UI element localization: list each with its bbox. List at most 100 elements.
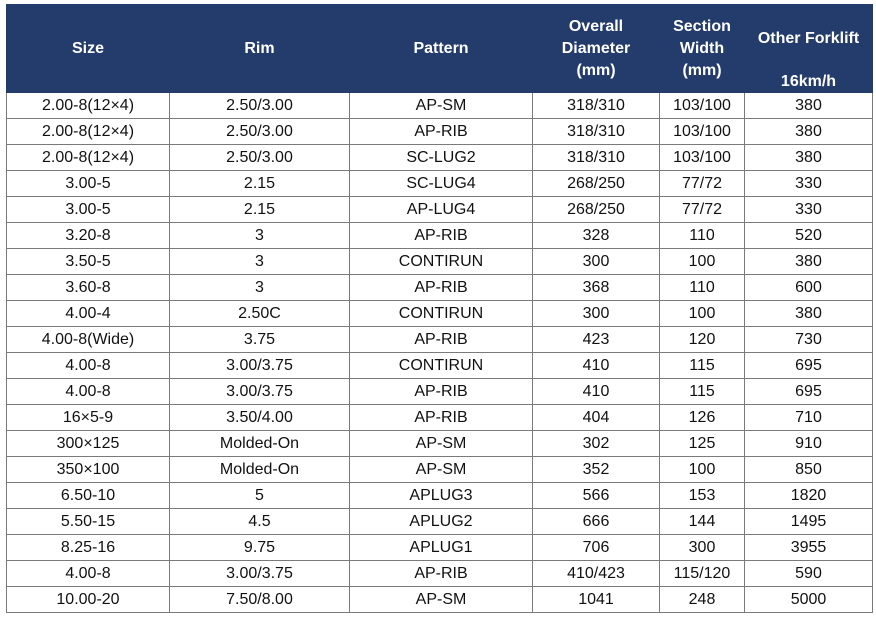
cell-pattern: AP-RIB bbox=[349, 222, 533, 249]
header-other-forklift: Other Forklift 16km/h bbox=[744, 4, 873, 93]
cell-section-width: 248 bbox=[659, 586, 745, 613]
cell-pattern: AP-RIB bbox=[349, 326, 533, 353]
cell-pattern: APLUG3 bbox=[349, 482, 533, 509]
cell-load-16kmh: 330 bbox=[744, 196, 873, 223]
table-row: 2.00-8(12×4) 2.50/3.00 SC-LUG2 318/310 103/1… bbox=[6, 144, 873, 171]
table-row: 3.20-8 3 AP-RIB 328 110 520 bbox=[6, 222, 873, 249]
cell-size: 2.00-8(12×4) bbox=[6, 92, 170, 119]
table-row: 350×100 Molded-On AP-SM 352 100 850 bbox=[6, 456, 873, 483]
cell-overall-diameter: 1041 bbox=[532, 586, 660, 613]
table-row: 300×125 Molded-On AP-SM 302 125 910 bbox=[6, 430, 873, 457]
table-row: 3.50-5 3 CONTIRUN 300 100 380 bbox=[6, 248, 873, 275]
cell-pattern: AP-SM bbox=[349, 586, 533, 613]
table-row: 2.00-8(12×4) 2.50/3.00 AP-SM 318/310 103/100… bbox=[6, 92, 873, 119]
cell-load-16kmh: 3955 bbox=[744, 534, 873, 561]
table-row: 16×5-9 3.50/4.00 AP-RIB 404 126 710 bbox=[6, 404, 873, 431]
cell-overall-diameter: 410 bbox=[532, 352, 660, 379]
cell-rim: 3.00/3.75 bbox=[169, 378, 350, 405]
cell-size: 6.50-10 bbox=[6, 482, 170, 509]
cell-rim: Molded-On bbox=[169, 430, 350, 457]
table-row: 3.00-5 2.15 SC-LUG4 268/250 77/72 330 bbox=[6, 170, 873, 197]
cell-size: 4.00-8 bbox=[6, 352, 170, 379]
cell-overall-diameter: 300 bbox=[532, 300, 660, 327]
cell-size: 10.00-20 bbox=[6, 586, 170, 613]
cell-section-width: 110 bbox=[659, 222, 745, 249]
cell-load-16kmh: 380 bbox=[744, 118, 873, 145]
cell-section-width: 103/100 bbox=[659, 118, 745, 145]
cell-size: 5.50-15 bbox=[6, 508, 170, 535]
cell-load-16kmh: 695 bbox=[744, 352, 873, 379]
table-row: 8.25-16 9.75 APLUG1 706 300 3955 bbox=[6, 534, 873, 561]
cell-rim: 9.75 bbox=[169, 534, 350, 561]
cell-overall-diameter: 318/310 bbox=[532, 92, 660, 119]
cell-overall-diameter: 410/423 bbox=[532, 560, 660, 587]
cell-load-16kmh: 1820 bbox=[744, 482, 873, 509]
cell-pattern: AP-RIB bbox=[349, 378, 533, 405]
cell-load-16kmh: 910 bbox=[744, 430, 873, 457]
cell-rim: 3 bbox=[169, 274, 350, 301]
cell-overall-diameter: 268/250 bbox=[532, 170, 660, 197]
cell-overall-diameter: 706 bbox=[532, 534, 660, 561]
table-row: 10.00-20 7.50/8.00 AP-SM 1041 248 5000 bbox=[6, 586, 873, 613]
cell-overall-diameter: 423 bbox=[532, 326, 660, 353]
cell-overall-diameter: 410 bbox=[532, 378, 660, 405]
cell-size: 4.00-8 bbox=[6, 560, 170, 587]
cell-pattern: AP-LUG4 bbox=[349, 196, 533, 223]
cell-section-width: 77/72 bbox=[659, 196, 745, 223]
cell-pattern: AP-RIB bbox=[349, 560, 533, 587]
cell-load-16kmh: 600 bbox=[744, 274, 873, 301]
cell-load-16kmh: 730 bbox=[744, 326, 873, 353]
cell-pattern: APLUG1 bbox=[349, 534, 533, 561]
cell-size: 350×100 bbox=[6, 456, 170, 483]
cell-rim: Molded-On bbox=[169, 456, 350, 483]
cell-section-width: 300 bbox=[659, 534, 745, 561]
table-row: 2.00-8(12×4) 2.50/3.00 AP-RIB 318/310 103/10… bbox=[6, 118, 873, 145]
table-row: 4.00-8 3.00/3.75 AP-RIB 410/423 115/120 590 bbox=[6, 560, 873, 587]
cell-overall-diameter: 318/310 bbox=[532, 118, 660, 145]
cell-load-16kmh: 330 bbox=[744, 170, 873, 197]
cell-rim: 3.00/3.75 bbox=[169, 352, 350, 379]
cell-rim: 2.50/3.00 bbox=[169, 118, 350, 145]
cell-section-width: 126 bbox=[659, 404, 745, 431]
cell-size: 8.25-16 bbox=[6, 534, 170, 561]
cell-pattern: CONTIRUN bbox=[349, 352, 533, 379]
header-row: Size Rim Pattern Overall Diameter (mm) S… bbox=[6, 4, 873, 93]
cell-overall-diameter: 328 bbox=[532, 222, 660, 249]
cell-load-16kmh: 695 bbox=[744, 378, 873, 405]
cell-rim: 2.50/3.00 bbox=[169, 92, 350, 119]
header-rim: Rim bbox=[169, 4, 350, 93]
table-row: 3.00-5 2.15 AP-LUG4 268/250 77/72 330 bbox=[6, 196, 873, 223]
cell-section-width: 77/72 bbox=[659, 170, 745, 197]
cell-rim: 2.50C bbox=[169, 300, 350, 327]
cell-section-width: 100 bbox=[659, 248, 745, 275]
cell-rim: 7.50/8.00 bbox=[169, 586, 350, 613]
header-pattern: Pattern bbox=[349, 4, 533, 93]
cell-overall-diameter: 352 bbox=[532, 456, 660, 483]
cell-overall-diameter: 300 bbox=[532, 248, 660, 275]
cell-load-16kmh: 590 bbox=[744, 560, 873, 587]
cell-pattern: AP-RIB bbox=[349, 118, 533, 145]
cell-section-width: 115 bbox=[659, 352, 745, 379]
cell-section-width: 115/120 bbox=[659, 560, 745, 587]
cell-load-16kmh: 850 bbox=[744, 456, 873, 483]
cell-pattern: CONTIRUN bbox=[349, 300, 533, 327]
cell-section-width: 110 bbox=[659, 274, 745, 301]
cell-section-width: 153 bbox=[659, 482, 745, 509]
cell-pattern: AP-SM bbox=[349, 456, 533, 483]
cell-overall-diameter: 566 bbox=[532, 482, 660, 509]
cell-pattern: APLUG2 bbox=[349, 508, 533, 535]
header-overall-diameter: Overall Diameter (mm) bbox=[532, 4, 660, 93]
cell-section-width: 103/100 bbox=[659, 92, 745, 119]
table-row: 4.00-8(Wide) 3.75 AP-RIB 423 120 730 bbox=[6, 326, 873, 353]
cell-overall-diameter: 666 bbox=[532, 508, 660, 535]
cell-section-width: 100 bbox=[659, 456, 745, 483]
cell-size: 3.00-5 bbox=[6, 196, 170, 223]
cell-load-16kmh: 380 bbox=[744, 300, 873, 327]
cell-rim: 3.50/4.00 bbox=[169, 404, 350, 431]
cell-size: 3.20-8 bbox=[6, 222, 170, 249]
cell-load-16kmh: 710 bbox=[744, 404, 873, 431]
cell-rim: 2.50/3.00 bbox=[169, 144, 350, 171]
cell-load-16kmh: 520 bbox=[744, 222, 873, 249]
cell-overall-diameter: 268/250 bbox=[532, 196, 660, 223]
table-row: 4.00-8 3.00/3.75 AP-RIB 410 115 695 bbox=[6, 378, 873, 405]
